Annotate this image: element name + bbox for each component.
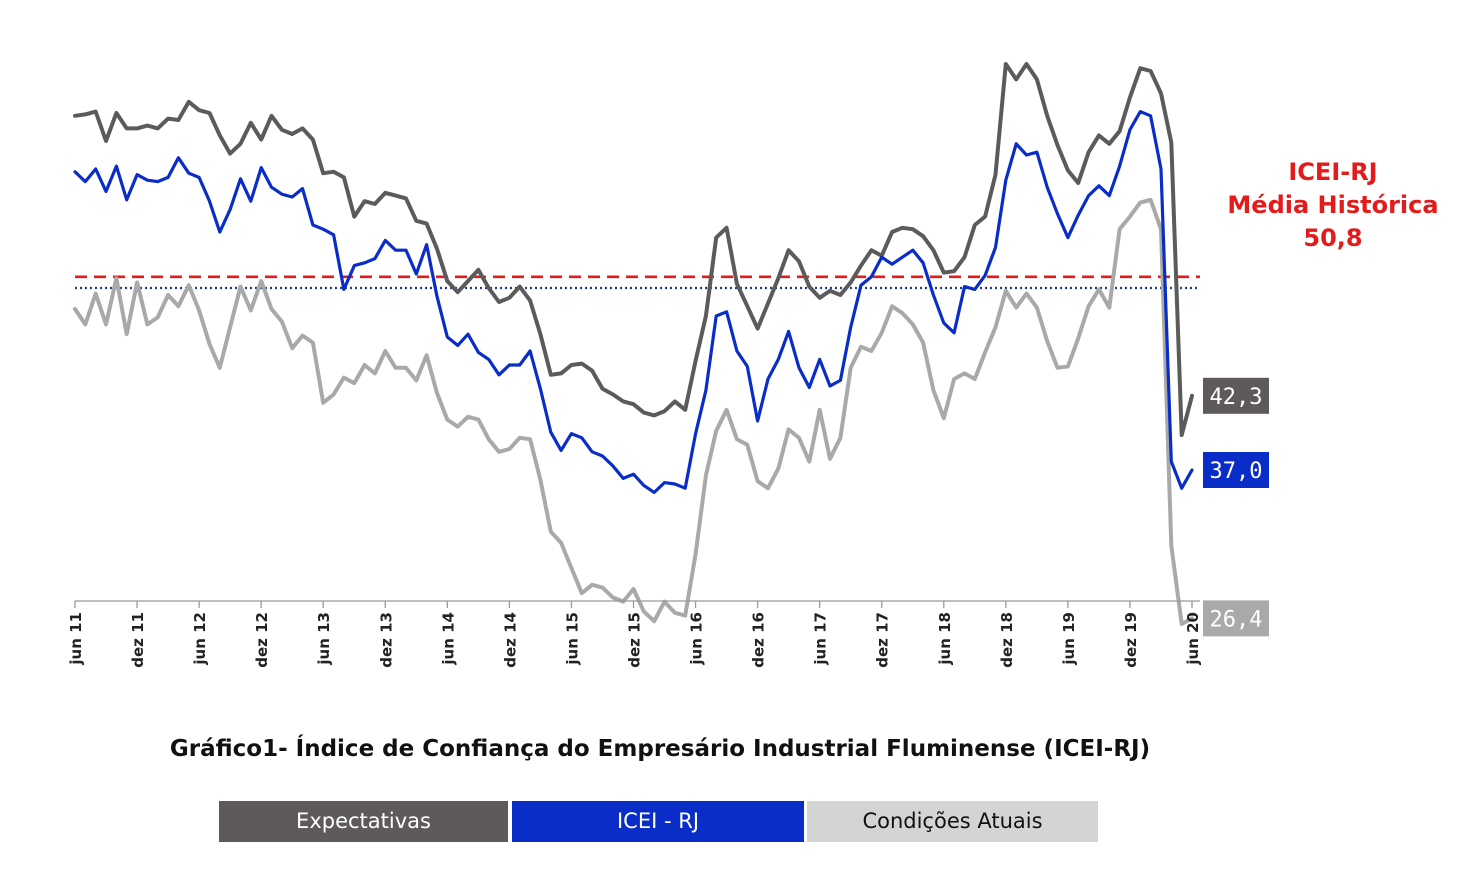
series-condicoes-atuais [73, 197, 1194, 626]
chart-title: Gráfico1- Índice de Confiança do Empresá… [169, 736, 1151, 762]
x-tick-label: dez 18 [998, 612, 1016, 668]
x-tick-label: dez 16 [750, 612, 768, 668]
x-tick-label: dez 14 [501, 612, 519, 668]
avg-value: 50,8 [1303, 224, 1362, 252]
x-tick-label: dez 17 [874, 612, 892, 668]
line-chart: jun 11 dez 11 jun 12 dez 12 jun 13 dez 13 jun … [67, 62, 1439, 668]
x-tick-label: jun 20 [1184, 612, 1202, 666]
x-tick-label: jun 15 [563, 612, 581, 666]
x-tick-label: dez 12 [253, 612, 271, 668]
reference-lines [75, 275, 1200, 290]
x-tick-label: jun 19 [1060, 612, 1078, 666]
average-annotation: ICEI-RJ Média Histórica 50,8 [1227, 158, 1438, 252]
avg-subtitle: Média Histórica [1227, 191, 1438, 219]
x-tick-label: jun 18 [936, 612, 954, 666]
x-tick-label: dez 11 [129, 612, 147, 668]
series-expectativas [73, 62, 1194, 437]
series-icei-rj [73, 109, 1194, 494]
x-tick-label: dez 15 [626, 612, 644, 668]
series-lines [73, 62, 1194, 626]
legend-condicoes-atuais: Condições Atuais [807, 801, 1098, 842]
x-axis: jun 11 dez 11 jun 12 dez 12 jun 13 dez 13 jun … [67, 600, 1202, 668]
badge-condicoes-atuais-value: 26,4 [1210, 607, 1263, 632]
badge-expectativas-value: 42,3 [1210, 385, 1263, 410]
badge-expectativas-box [1203, 377, 1269, 414]
x-tick-label: jun 12 [191, 612, 209, 666]
x-tick-label: jun 17 [812, 612, 830, 666]
x-tick-label: dez 19 [1122, 612, 1140, 668]
x-tick-label: jun 14 [439, 612, 457, 666]
x-tick-label: jun 13 [315, 612, 333, 666]
badge-icei-rj-value: 37,0 [1210, 459, 1263, 484]
legend-expectativas: Expectativas [219, 801, 508, 842]
legend-icei-rj: ICEI - RJ [512, 801, 804, 842]
end-value-badges: 42,3 37,0 26,4 [1203, 377, 1269, 637]
x-tick-label: jun 11 [67, 612, 85, 666]
badge-condicoes-atuais-box [1203, 600, 1269, 637]
badge-icei-rj-box [1203, 452, 1269, 488]
x-tick-label: jun 16 [688, 612, 706, 666]
x-tick-label: dez 13 [377, 612, 395, 668]
avg-title: ICEI-RJ [1288, 158, 1377, 186]
